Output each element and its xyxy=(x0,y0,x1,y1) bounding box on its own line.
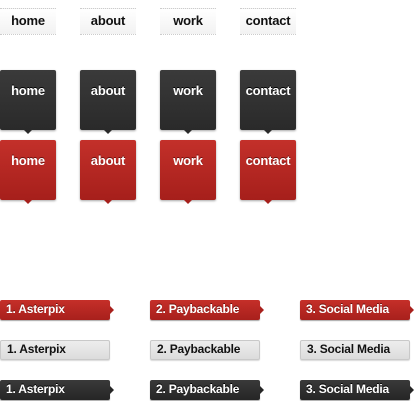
step-dark-1[interactable]: 1. Asterpix xyxy=(0,380,114,400)
nav-dark-work[interactable]: work xyxy=(160,70,216,134)
nav-dark-contact[interactable]: contact xyxy=(240,70,296,134)
step-dark-3[interactable]: 3. Social Media xyxy=(300,380,414,400)
nav-red-about[interactable]: about xyxy=(80,140,136,204)
step-grey-2[interactable]: 2. Paybackable xyxy=(150,340,260,360)
step-dark-2[interactable]: 2. Paybackable xyxy=(150,380,264,400)
step-red-1[interactable]: 1. Asterpix xyxy=(0,300,114,320)
nav-red-work[interactable]: work xyxy=(160,140,216,204)
nav-flat-contact[interactable]: contact xyxy=(240,8,296,35)
nav-dark-about[interactable]: about xyxy=(80,70,136,134)
step-red-2[interactable]: 2. Paybackable xyxy=(150,300,264,320)
nav-flat-about[interactable]: about xyxy=(80,8,136,35)
step-red-3[interactable]: 3. Social Media xyxy=(300,300,414,320)
nav-dark-home[interactable]: home xyxy=(0,70,56,134)
step-grey-1[interactable]: 1. Asterpix xyxy=(0,340,110,360)
nav-red-home[interactable]: home xyxy=(0,140,56,204)
nav-flat-work[interactable]: work xyxy=(160,8,216,35)
nav-flat-home[interactable]: home xyxy=(0,8,56,35)
nav-red-contact[interactable]: contact xyxy=(240,140,296,204)
step-grey-3[interactable]: 3. Social Media xyxy=(300,340,410,360)
